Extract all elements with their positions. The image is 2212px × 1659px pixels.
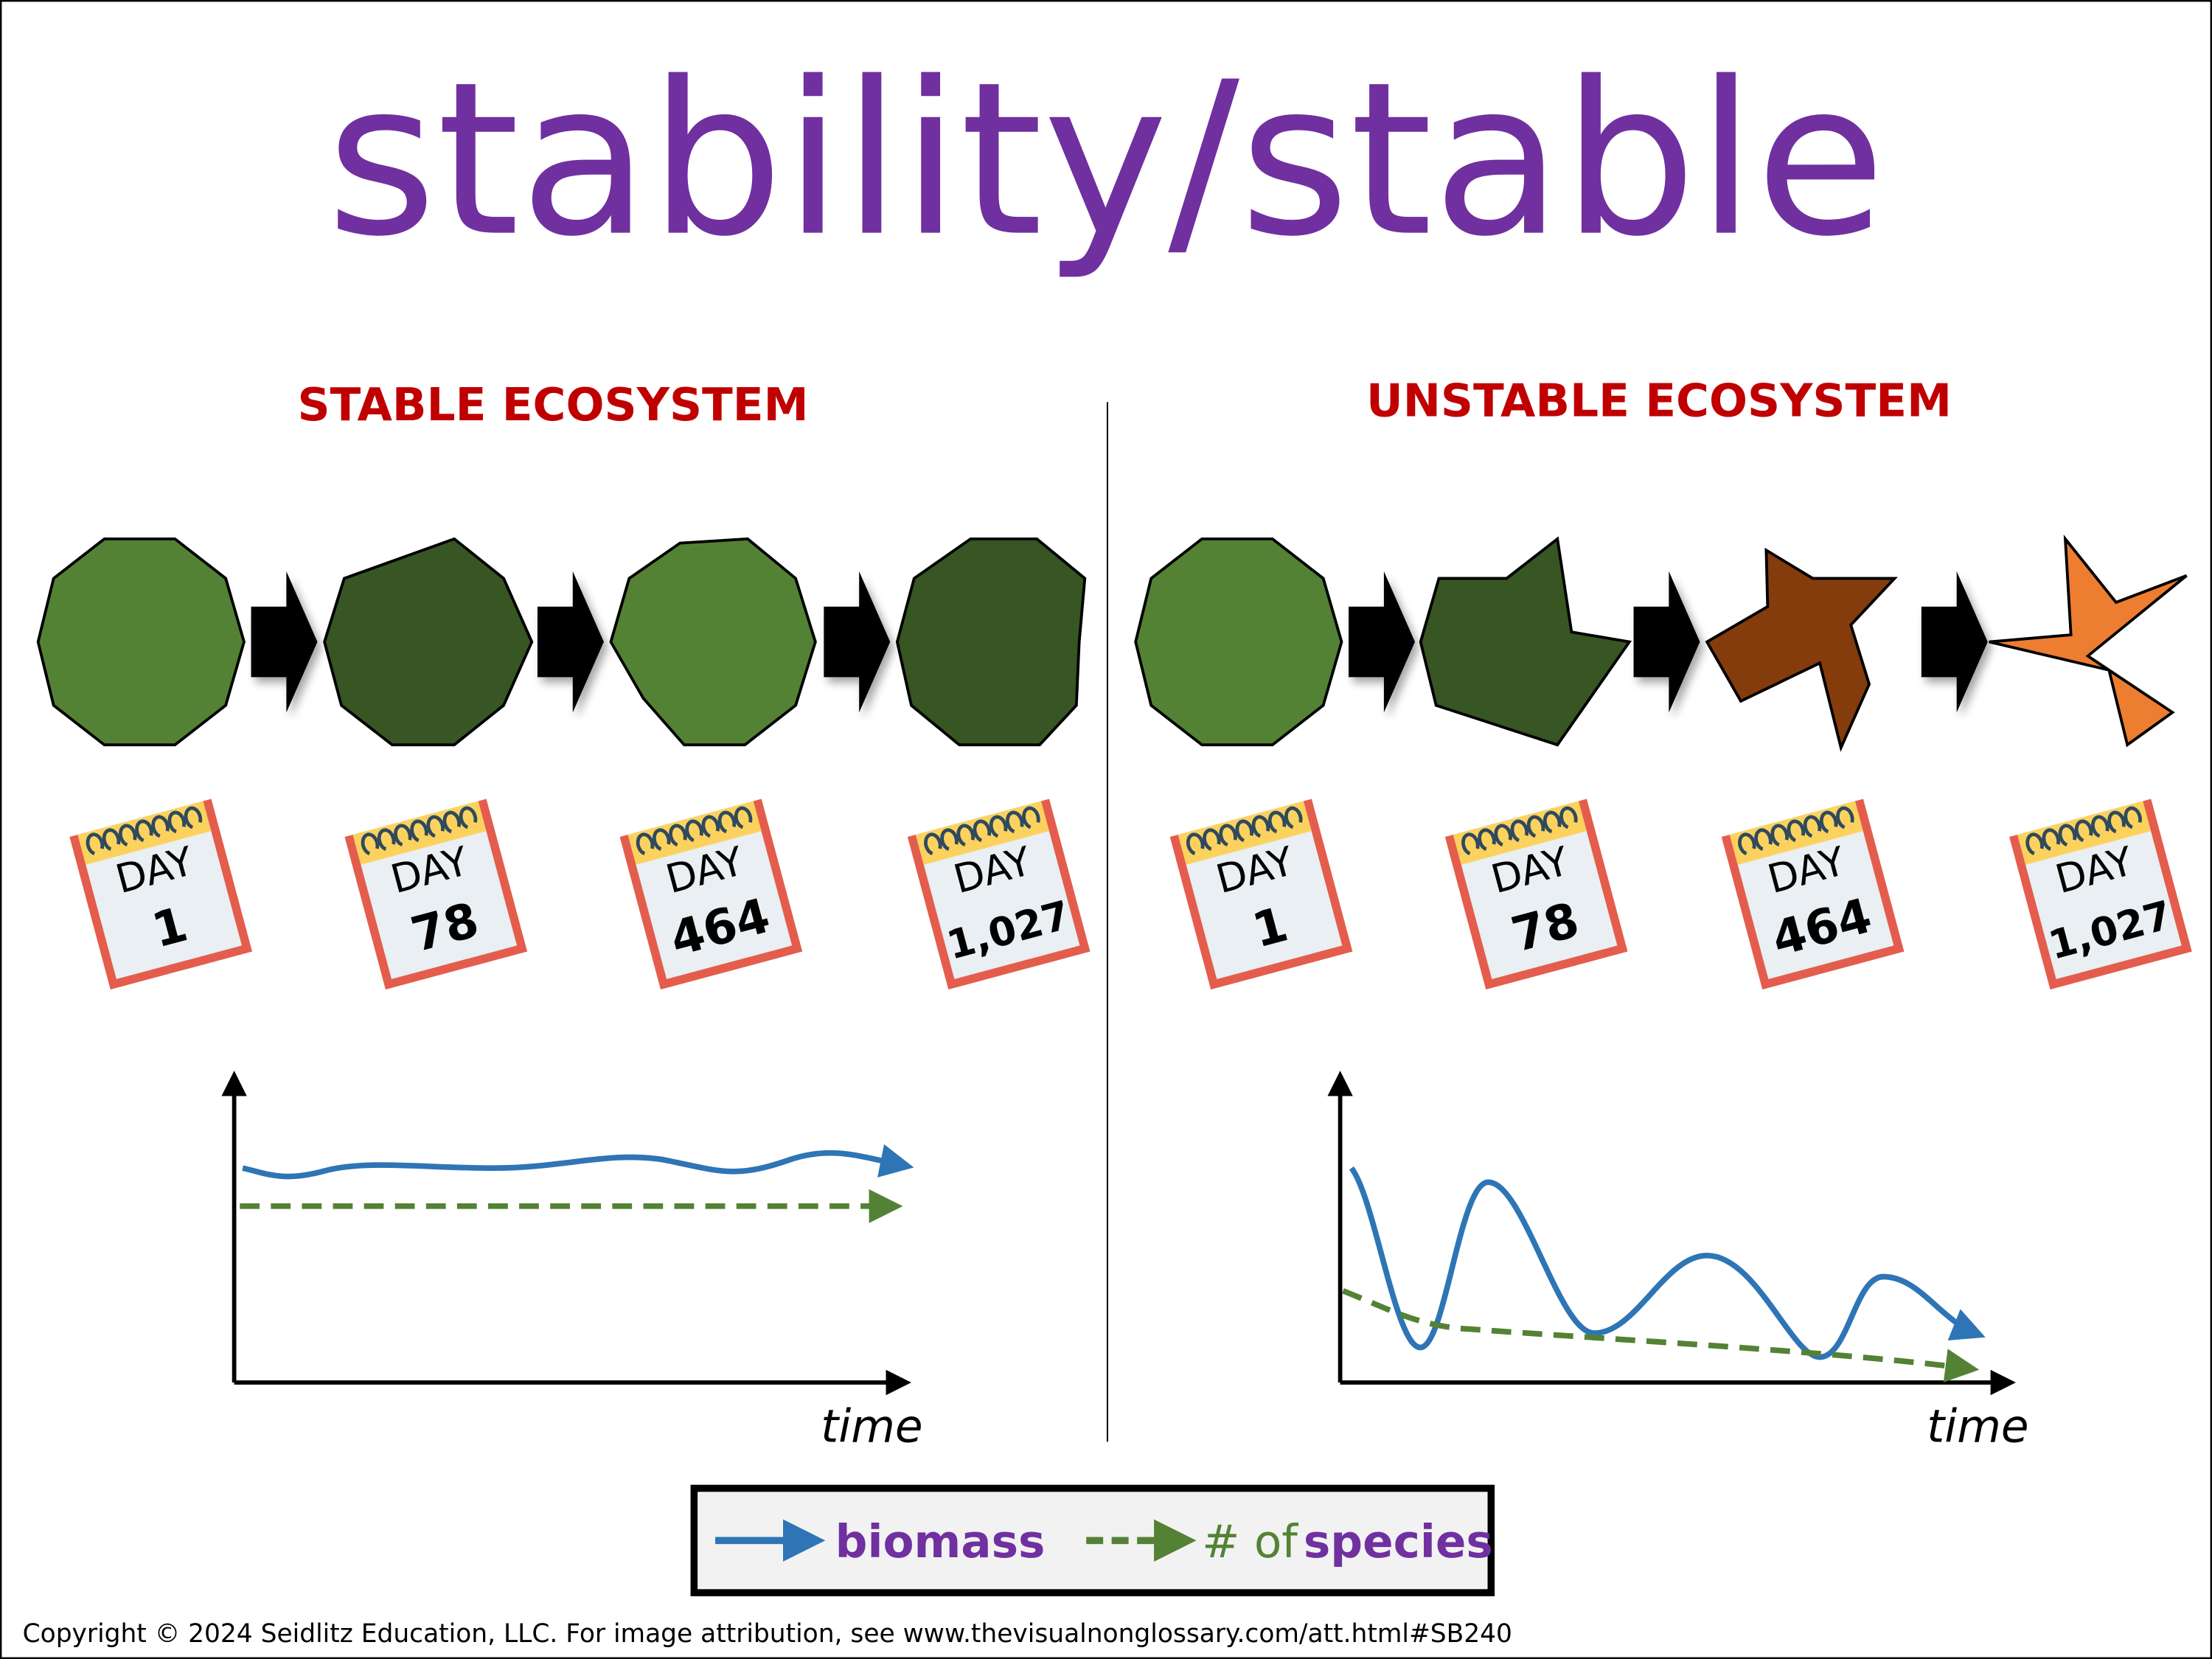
ring-icon xyxy=(377,828,396,851)
ring-icon xyxy=(1267,810,1287,834)
transition-arrow-icon xyxy=(824,571,891,713)
x-axis-label: time xyxy=(821,1400,922,1453)
ring-icon xyxy=(924,832,942,855)
stable-ecosystem-day-78-shape xyxy=(323,537,534,747)
ecosystem-shapes xyxy=(36,534,2188,752)
ring-icon xyxy=(1478,828,1496,851)
transition-arrow-icon xyxy=(1921,571,1988,713)
ring-icon xyxy=(1284,806,1303,830)
transition-arrow-icon xyxy=(1633,571,1700,713)
ring-icon xyxy=(459,806,478,830)
ring-icon xyxy=(1494,824,1512,847)
ring-icon xyxy=(989,815,1008,838)
transition-arrow-icon xyxy=(251,571,318,713)
legend-biomass: biomass xyxy=(835,1516,1046,1568)
ring-icon xyxy=(1819,810,1838,834)
ring-icon xyxy=(973,819,992,843)
biomass-line xyxy=(1349,1166,1986,1360)
ring-icon xyxy=(1251,815,1270,838)
transition-arrow-icon xyxy=(1349,571,1416,713)
stable-graph: time xyxy=(221,1071,923,1453)
ring-icon xyxy=(1203,828,1221,851)
ring-icon xyxy=(2091,815,2110,838)
stable-ecosystem-day-1027-shape xyxy=(895,537,1087,747)
ring-icon xyxy=(1770,824,1789,847)
ring-icon xyxy=(1559,806,1578,830)
ring-icon xyxy=(1803,815,1822,838)
ring-icon xyxy=(167,810,186,834)
ring-icon xyxy=(1510,819,1529,843)
ring-icon xyxy=(1738,832,1756,855)
ring-icon xyxy=(118,824,137,847)
ring-icon xyxy=(1219,824,1237,847)
ring-icon xyxy=(102,828,121,851)
ring-icon xyxy=(2107,810,2126,834)
ring-icon xyxy=(669,824,687,847)
unstable-ecosystem-day-1027-shape xyxy=(1989,534,2188,748)
stable-heading: STABLE ECOSYSTEM xyxy=(297,379,808,431)
ring-icon xyxy=(940,828,959,851)
x-axis-label: time xyxy=(1927,1400,2028,1453)
ring-icon xyxy=(652,828,671,851)
unstable-heading: UNSTABLE ECOSYSTEM xyxy=(1366,375,1952,427)
ring-icon xyxy=(636,832,655,855)
ring-icon xyxy=(1787,819,1806,843)
transition-arrows xyxy=(251,571,1988,713)
ring-icon xyxy=(151,815,170,838)
ring-icon xyxy=(2124,806,2142,830)
ring-icon xyxy=(1005,810,1024,834)
ring-icon xyxy=(1186,832,1205,855)
ring-icon xyxy=(135,819,153,843)
ring-icon xyxy=(86,832,105,855)
ring-icon xyxy=(717,810,737,834)
ring-icon xyxy=(442,810,462,834)
ring-icon xyxy=(184,806,203,830)
stable-ecosystem-day-464-shape xyxy=(609,537,817,747)
ring-icon xyxy=(701,815,720,838)
ring-icon xyxy=(685,819,703,843)
species-line xyxy=(1342,1288,1980,1382)
unstable-graph: time xyxy=(1327,1071,2029,1453)
unstable-ecosystem-day-1-shape xyxy=(1134,537,1343,747)
unstable-ecosystem-day-78-shape xyxy=(1419,536,1632,747)
transition-arrow-icon xyxy=(537,571,604,713)
ring-icon xyxy=(426,815,445,838)
copyright-footer: Copyright © 2024 Seidlitz Education, LLC… xyxy=(23,1619,1512,1649)
ring-icon xyxy=(956,824,975,847)
legend: biomass # of species xyxy=(690,1484,1495,1596)
ring-icon xyxy=(2074,819,2093,843)
ring-icon xyxy=(1235,819,1253,843)
unstable-ecosystem-day-464-shape xyxy=(1705,547,1898,752)
ring-icon xyxy=(1022,806,1040,830)
page-title: stability/stable xyxy=(327,37,1886,283)
ring-icon xyxy=(394,824,412,847)
stable-ecosystem-day-1-shape xyxy=(36,537,246,747)
ring-icon xyxy=(2058,824,2077,847)
ring-icon xyxy=(410,819,428,843)
ring-icon xyxy=(1461,832,1480,855)
legend-species-prefix: # of xyxy=(1202,1516,1298,1568)
legend-species: species xyxy=(1304,1516,1493,1568)
ring-icon xyxy=(1526,815,1545,838)
ring-icon xyxy=(1836,806,1854,830)
biomass-line xyxy=(242,1144,914,1180)
ring-icon xyxy=(2042,828,2060,851)
ring-icon xyxy=(2025,832,2044,855)
ring-icon xyxy=(734,806,753,830)
ring-icon xyxy=(361,832,380,855)
ring-icon xyxy=(1754,828,1773,851)
ring-icon xyxy=(1543,810,1562,834)
